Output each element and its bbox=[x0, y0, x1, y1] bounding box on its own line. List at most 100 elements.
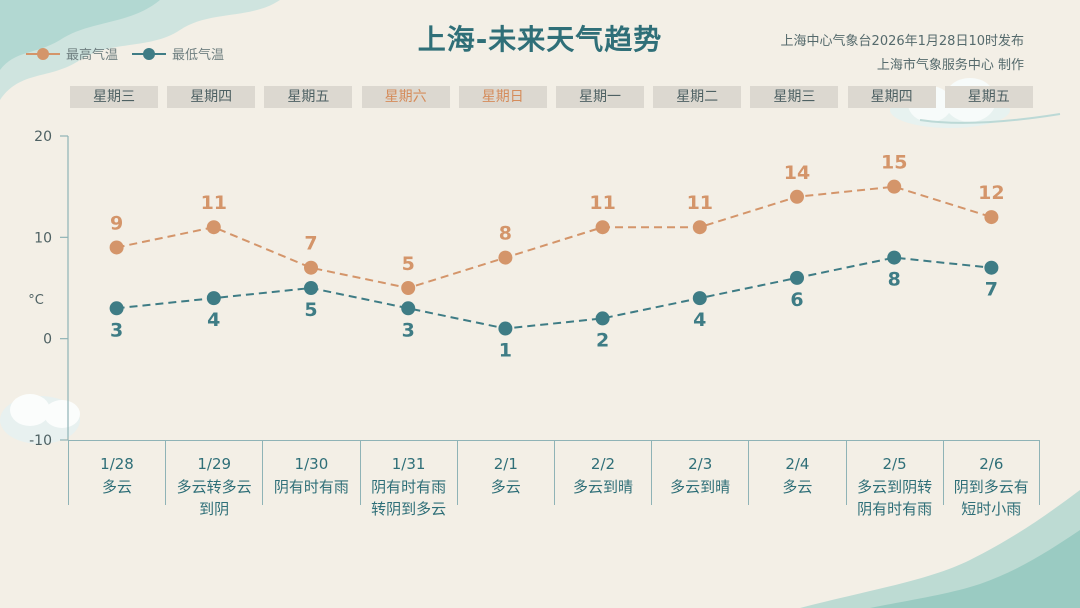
weekday-row: 星期三 星期四 星期五 星期六 星期日 星期一 星期二 星期三 星期四 星期五 bbox=[70, 86, 1040, 108]
issuer-line-2: 上海市气象服务中心 制作 bbox=[876, 58, 1024, 73]
data-label-low-3: 3 bbox=[402, 319, 415, 341]
data-label-high-4: 8 bbox=[499, 223, 512, 245]
data-label-low-0: 3 bbox=[110, 319, 123, 341]
data-point-high-7 bbox=[790, 189, 804, 204]
data-label-low-7: 6 bbox=[790, 289, 803, 311]
data-label-high-3: 5 bbox=[402, 253, 415, 275]
data-point-low-8 bbox=[887, 250, 902, 265]
x-tick-label-9: 2/6 bbox=[979, 455, 1004, 473]
data-point-high-1 bbox=[206, 220, 221, 235]
weather-desc-3: 阴有时有雨 转阴到多云 bbox=[371, 478, 447, 518]
series-line-low bbox=[116, 256, 992, 330]
data-label-low-5: 2 bbox=[596, 329, 609, 351]
data-point-high-6 bbox=[692, 220, 707, 235]
x-tick-label-0: 1/28 bbox=[100, 455, 134, 473]
date-weather-table: 1/28 多云 1/29 多云转多云 到阴 1/30 阴有时有雨 1/31 阴有时有雨 转阴到多云… bbox=[68, 440, 1040, 518]
weekday-label-1: 星期四 bbox=[167, 86, 256, 108]
weekday-label-3: 星期六 bbox=[361, 86, 450, 108]
data-point-high-8 bbox=[887, 179, 902, 194]
weather-desc-4: 多云 bbox=[490, 478, 521, 496]
data-point-high-2 bbox=[304, 260, 318, 275]
legend-swatch-low bbox=[132, 47, 167, 60]
day-cell-9: 2/6 阴到多云有 短时小雨 bbox=[942, 441, 1040, 518]
data-label-low-9: 7 bbox=[985, 279, 998, 301]
data-label-high-5: 11 bbox=[589, 192, 615, 214]
series-line-high bbox=[116, 185, 992, 290]
data-label-high-7: 14 bbox=[784, 162, 810, 184]
x-tick-label-3: 1/31 bbox=[391, 455, 426, 473]
weekday-label-2: 星期五 bbox=[264, 86, 353, 108]
data-point-low-4 bbox=[498, 321, 513, 336]
legend-item-high: 最高气温 bbox=[26, 44, 118, 63]
issuer-info: 上海中心气象台2026年1月28日10时发布 上海市气象服务中心 制作 bbox=[781, 30, 1024, 78]
legend-item-low: 最低气温 bbox=[132, 44, 224, 63]
data-point-low-7 bbox=[790, 270, 804, 285]
data-label-high-9: 12 bbox=[978, 182, 1004, 204]
y-tick-label-0: -10 bbox=[29, 433, 52, 449]
data-point-high-3 bbox=[401, 281, 416, 295]
day-cell-6: 2/3 多云到晴 bbox=[651, 441, 748, 505]
cloud-decoration-bottom-right bbox=[800, 490, 1080, 608]
x-tick-label-2: 1/30 bbox=[294, 455, 329, 473]
y-tick-label-1: 0 bbox=[43, 332, 52, 348]
data-point-low-5 bbox=[595, 311, 610, 326]
weekday-label-5: 星期一 bbox=[556, 86, 644, 108]
cloud-decoration-top-left bbox=[0, 0, 280, 100]
weekday-label-0: 星期三 bbox=[70, 86, 158, 108]
weather-desc-9: 阴到多云有 短时小雨 bbox=[953, 478, 1029, 518]
cloud-decoration-left bbox=[0, 394, 80, 444]
data-label-low-4: 1 bbox=[499, 340, 512, 362]
data-point-low-0 bbox=[109, 301, 124, 316]
y-axis-unit-label: °C bbox=[28, 293, 44, 308]
legend-label-low: 最低气温 bbox=[172, 48, 225, 63]
data-point-high-0 bbox=[109, 240, 124, 255]
page-title: 上海-未来天气趋势 bbox=[417, 23, 663, 56]
data-label-high-0: 9 bbox=[110, 212, 123, 234]
data-point-low-6 bbox=[692, 291, 707, 306]
day-cell-8: 2/5 多云到阴转 阴有时有雨 bbox=[845, 441, 943, 518]
data-point-low-9 bbox=[984, 260, 999, 275]
x-tick-label-7: 2/4 bbox=[785, 455, 810, 473]
weekday-label-9: 星期五 bbox=[944, 86, 1033, 108]
data-label-low-8: 8 bbox=[888, 269, 901, 291]
data-label-low-1: 4 bbox=[207, 309, 220, 331]
y-tick-label-2: 10 bbox=[34, 230, 52, 246]
weekday-label-8: 星期四 bbox=[847, 86, 936, 108]
weather-desc-6: 多云到晴 bbox=[670, 478, 731, 496]
data-label-high-8: 15 bbox=[881, 152, 907, 174]
weekday-label-4: 星期日 bbox=[458, 86, 547, 108]
chart-legend: 最高气温 最低气温 bbox=[26, 44, 238, 63]
day-cell-2: 1/30 阴有时有雨 bbox=[262, 441, 359, 505]
day-cell-1: 1/29 多云转多云 到阴 bbox=[165, 441, 262, 518]
day-cell-7: 2/4 多云 bbox=[748, 441, 845, 505]
x-tick-label-4: 2/1 bbox=[493, 455, 518, 473]
data-point-low-2 bbox=[304, 281, 318, 295]
data-point-high-5 bbox=[595, 220, 610, 235]
x-tick-label-6: 2/3 bbox=[688, 455, 713, 473]
weather-desc-7: 多云 bbox=[782, 478, 813, 496]
weather-desc-8: 多云到阴转 阴有时有雨 bbox=[857, 478, 933, 518]
weekday-label-7: 星期三 bbox=[750, 86, 839, 108]
data-label-low-6: 4 bbox=[693, 309, 706, 331]
day-cell-3: 1/31 阴有时有雨 转阴到多云 bbox=[359, 441, 457, 518]
weather-desc-2: 阴有时有雨 bbox=[273, 478, 349, 496]
data-label-high-1: 11 bbox=[201, 192, 227, 214]
data-point-low-3 bbox=[401, 301, 416, 316]
data-point-high-9 bbox=[984, 210, 999, 225]
legend-swatch-high bbox=[26, 47, 60, 60]
day-cell-4: 2/1 多云 bbox=[456, 441, 554, 505]
x-tick-label-8: 2/5 bbox=[882, 455, 907, 473]
data-point-low-1 bbox=[206, 291, 221, 306]
day-cell-0: 1/28 多云 bbox=[68, 441, 165, 505]
data-label-high-6: 11 bbox=[687, 192, 713, 214]
day-cell-5: 2/2 多云到晴 bbox=[554, 441, 651, 505]
weather-desc-5: 多云到晴 bbox=[572, 478, 633, 496]
y-tick-label-3: 20 bbox=[34, 129, 52, 145]
legend-label-high: 最高气温 bbox=[66, 48, 119, 63]
issuer-line-1: 上海中心气象台2026年1月28日10时发布 bbox=[780, 34, 1024, 49]
weather-desc-0: 多云 bbox=[101, 478, 132, 496]
x-tick-label-1: 1/29 bbox=[197, 455, 232, 473]
data-label-high-2: 7 bbox=[304, 233, 317, 255]
weekday-label-6: 星期二 bbox=[653, 86, 742, 108]
